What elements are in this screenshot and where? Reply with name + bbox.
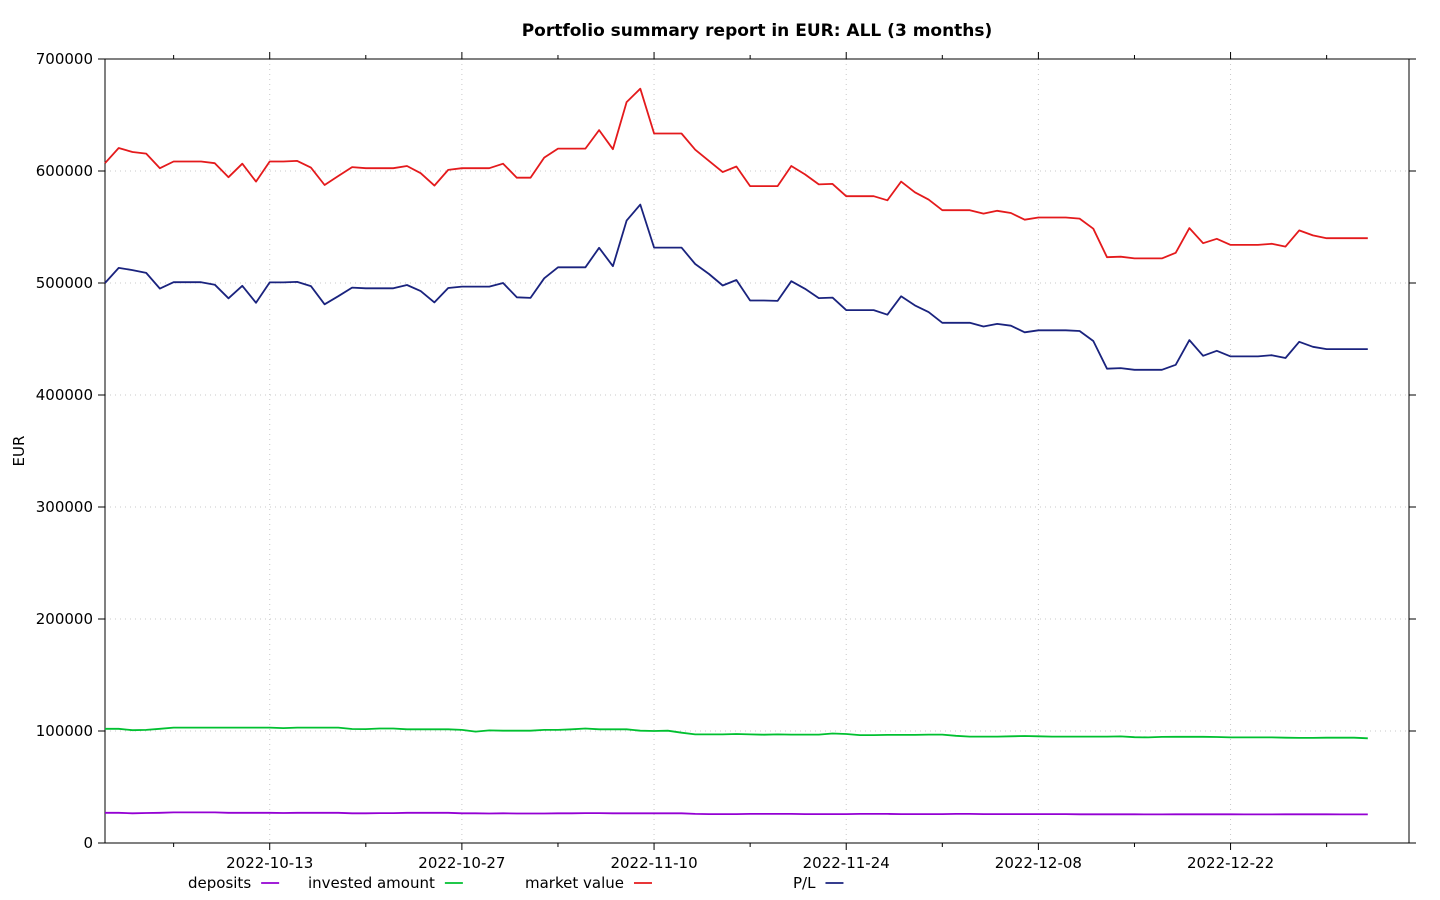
y-tick-label: 500000 (36, 274, 93, 292)
legend-label-p-l: P/L (793, 874, 816, 892)
legend-label-invested-amount: invested amount (308, 874, 435, 892)
y-tick-label: 600000 (36, 162, 93, 180)
y-tick-label: 100000 (36, 722, 93, 740)
series-line-invested-amount (105, 726, 1368, 740)
y-axis-label: EUR (10, 436, 28, 467)
legend: deposits invested amount market value P/L (188, 874, 844, 892)
x-tick-label: 2022-10-27 (418, 854, 505, 872)
legend-label-deposits: deposits (188, 874, 251, 892)
y-tick-label: 200000 (36, 610, 93, 628)
y-tick-label: 400000 (36, 386, 93, 404)
x-tick-label: 2022-10-13 (226, 854, 313, 872)
series-line-deposits (105, 811, 1368, 816)
series-layer (104, 87, 1368, 816)
x-tick-label: 2022-11-10 (610, 854, 697, 872)
series-line-p-l (104, 203, 1368, 371)
plot-frame (104, 58, 1410, 844)
grid-layer (105, 59, 1409, 843)
y-tick-label: 300000 (36, 498, 93, 516)
legend-label-market-value: market value (525, 874, 624, 892)
x-tick-label: 2022-12-22 (1187, 854, 1274, 872)
series-line-market-value (104, 87, 1368, 260)
x-tick-label: 2022-11-24 (803, 854, 890, 872)
tick-layer: 0 100000 200000 300000 400000 500000 600000 700… (36, 50, 1416, 872)
y-tick-label: 0 (83, 834, 93, 852)
y-tick-label: 700000 (36, 50, 93, 68)
chart-title: Portfolio summary report in EUR: ALL (3 … (522, 21, 993, 41)
x-tick-label: 2022-12-08 (995, 854, 1082, 872)
